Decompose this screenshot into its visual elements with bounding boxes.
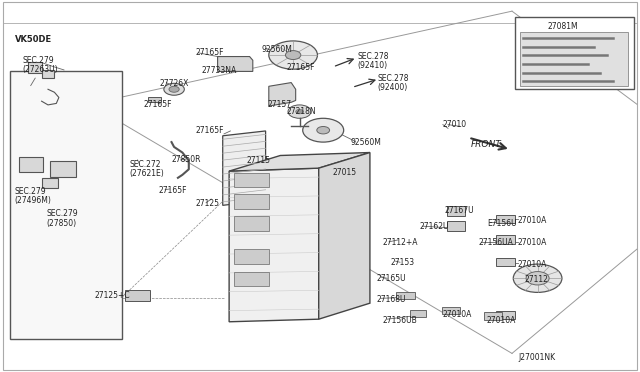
Bar (496, 258, 515, 266)
Text: SEC.279: SEC.279 (46, 209, 77, 218)
Polygon shape (42, 70, 54, 78)
Polygon shape (19, 157, 43, 172)
Text: (27850): (27850) (46, 219, 76, 228)
Text: 27153: 27153 (390, 258, 415, 267)
Bar (496, 215, 515, 223)
Text: 27218N: 27218N (287, 107, 316, 116)
Polygon shape (28, 62, 42, 73)
Text: 27081M: 27081M (547, 22, 578, 31)
Bar (396, 292, 415, 299)
Bar (447, 206, 465, 216)
Text: 92560M: 92560M (261, 45, 292, 54)
Bar (447, 221, 465, 231)
Text: 27156UA: 27156UA (479, 238, 513, 247)
Text: 27165F: 27165F (144, 100, 173, 109)
Circle shape (513, 264, 562, 292)
Text: 27165U: 27165U (376, 274, 406, 283)
Circle shape (303, 118, 344, 142)
Circle shape (285, 51, 301, 60)
Text: SEC.279: SEC.279 (22, 56, 54, 65)
Text: (27621E): (27621E) (129, 169, 164, 178)
Text: 27015: 27015 (333, 169, 357, 177)
Bar (520, 32, 628, 86)
Text: 27733NA: 27733NA (202, 66, 237, 75)
Text: J27001NK: J27001NK (518, 353, 556, 362)
Text: 27112: 27112 (525, 275, 548, 283)
Text: (92410): (92410) (357, 61, 387, 70)
Text: 27125+C: 27125+C (95, 291, 131, 300)
Text: 27157: 27157 (268, 100, 292, 109)
Bar (234, 249, 269, 264)
Bar (234, 194, 269, 209)
Polygon shape (50, 161, 76, 177)
Text: 27165F: 27165F (287, 63, 316, 72)
Text: (92400): (92400) (378, 83, 408, 92)
Text: (27496M): (27496M) (14, 196, 51, 205)
Bar (484, 312, 502, 320)
Circle shape (526, 272, 549, 285)
Bar (148, 97, 161, 102)
Text: 27125: 27125 (195, 199, 219, 208)
Polygon shape (269, 83, 296, 106)
Bar (10, 71, 122, 339)
Text: 27010A: 27010A (486, 316, 516, 325)
Polygon shape (223, 131, 266, 205)
Text: 27010A: 27010A (517, 260, 547, 269)
Circle shape (269, 41, 317, 69)
Bar (442, 307, 460, 314)
Bar (496, 311, 515, 319)
Text: FRONT: FRONT (470, 140, 501, 149)
Text: 27165F: 27165F (195, 48, 224, 57)
Text: 27726X: 27726X (160, 79, 189, 88)
Text: 27165F: 27165F (159, 186, 188, 195)
Text: SEC.278: SEC.278 (378, 74, 409, 83)
Text: SEC.279: SEC.279 (14, 187, 45, 196)
Text: SEC.272: SEC.272 (129, 160, 161, 169)
Text: VK50DE: VK50DE (15, 35, 52, 44)
Polygon shape (229, 153, 370, 171)
Text: (27263U): (27263U) (22, 65, 58, 74)
Circle shape (169, 86, 179, 92)
Circle shape (288, 105, 311, 118)
Text: 27010A: 27010A (443, 310, 472, 319)
Text: 27850R: 27850R (172, 155, 201, 164)
Text: 27010A: 27010A (517, 238, 547, 247)
Bar (234, 272, 269, 286)
Bar (234, 173, 269, 187)
Polygon shape (229, 168, 319, 322)
Text: 27156UB: 27156UB (383, 316, 417, 325)
Text: 27010: 27010 (443, 120, 467, 129)
Polygon shape (42, 178, 58, 188)
Text: 27010A: 27010A (517, 216, 547, 225)
Bar (515, 17, 634, 89)
Circle shape (164, 83, 184, 95)
Bar (125, 290, 150, 301)
Text: 27162U: 27162U (419, 222, 449, 231)
Circle shape (296, 109, 303, 114)
Bar (496, 235, 515, 244)
Text: 27168U: 27168U (376, 295, 406, 304)
Text: 92560M: 92560M (351, 138, 381, 147)
Bar (410, 310, 426, 317)
Circle shape (317, 126, 330, 134)
Text: 27115: 27115 (246, 156, 270, 165)
Text: E7156U: E7156U (488, 219, 517, 228)
Text: 27167U: 27167U (445, 206, 474, 215)
Polygon shape (218, 57, 253, 71)
Text: SEC.278: SEC.278 (357, 52, 388, 61)
Bar (234, 216, 269, 231)
Polygon shape (319, 153, 370, 319)
Text: 27165F: 27165F (195, 126, 224, 135)
Text: 27112+A: 27112+A (383, 238, 418, 247)
